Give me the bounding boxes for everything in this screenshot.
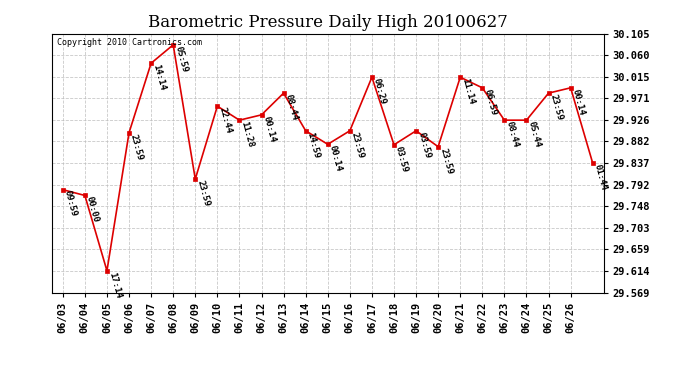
Text: 05:44: 05:44 [526,120,542,148]
Text: 08:44: 08:44 [284,93,299,122]
Text: 14:59: 14:59 [306,131,322,159]
Text: 11:28: 11:28 [239,120,255,148]
Text: 03:59: 03:59 [416,131,432,159]
Text: 05:59: 05:59 [173,45,189,73]
Text: 14:14: 14:14 [151,63,167,92]
Text: 17:14: 17:14 [107,271,123,299]
Text: 06:29: 06:29 [372,77,388,105]
Text: 23:59: 23:59 [129,133,145,161]
Text: 00:14: 00:14 [328,144,344,172]
Text: 00:14: 00:14 [571,88,586,116]
Text: 23:59: 23:59 [549,93,564,122]
Text: 08:44: 08:44 [504,120,520,148]
Text: 22:44: 22:44 [217,106,233,135]
Text: 03:59: 03:59 [394,145,410,173]
Text: 06:59: 06:59 [482,88,498,116]
Text: 23:59: 23:59 [350,131,366,159]
Text: 23:59: 23:59 [438,147,454,175]
Text: 00:00: 00:00 [85,195,101,224]
Text: 23:59: 23:59 [195,179,211,207]
Text: 00:14: 00:14 [262,115,277,143]
Title: Barometric Pressure Daily High 20100627: Barometric Pressure Daily High 20100627 [148,14,508,31]
Text: 01:44: 01:44 [593,163,609,191]
Text: Copyright 2010 Cartronics.com: Copyright 2010 Cartronics.com [57,38,202,46]
Text: 09:59: 09:59 [63,190,79,218]
Text: 11:14: 11:14 [460,77,476,105]
